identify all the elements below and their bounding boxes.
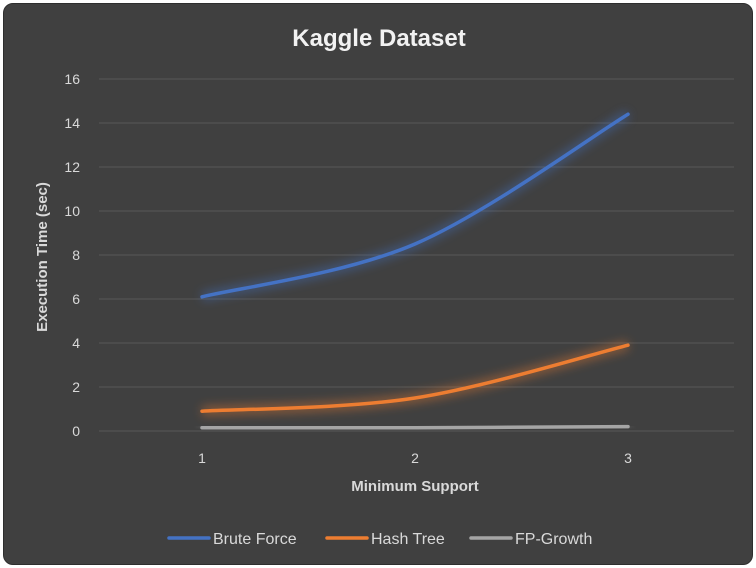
x-tick-label: 1: [198, 450, 206, 466]
x-tick-label: 3: [624, 450, 632, 466]
y-tick-label: 10: [64, 203, 80, 219]
legend-label: Hash Tree: [371, 531, 445, 548]
y-axis-title: Execution Time (sec): [34, 182, 51, 332]
series-line-0: [200, 112, 630, 299]
series-line-2: [200, 424, 630, 430]
chart-title: Kaggle Dataset: [292, 25, 465, 52]
series-lines: [200, 110, 631, 433]
legend-label: FP-Growth: [515, 531, 592, 548]
y-tick-label: 14: [64, 115, 80, 131]
x-axis-title: Minimum Support: [351, 478, 479, 495]
gridlines: [99, 78, 734, 432]
y-tick-label: 8: [72, 247, 80, 263]
series-glow: [201, 340, 630, 416]
y-tick-label: 12: [64, 159, 80, 175]
y-tick-label: 2: [72, 379, 80, 395]
y-tick-label: 16: [64, 71, 80, 87]
x-axis-ticks: 1 2 3: [198, 450, 632, 466]
series-line-1: [200, 343, 630, 413]
series-glow: [200, 110, 631, 302]
y-tick-label: 0: [72, 423, 80, 439]
y-axis-ticks: 0 2 4 6 8 10 12 14 16: [64, 71, 80, 439]
y-tick-label: 4: [72, 335, 80, 351]
legend-label: Brute Force: [213, 531, 297, 548]
x-tick-label: 2: [411, 450, 419, 466]
y-tick-label: 6: [72, 291, 80, 307]
legend: Brute Force Hash Tree FP-Growth: [167, 531, 592, 548]
